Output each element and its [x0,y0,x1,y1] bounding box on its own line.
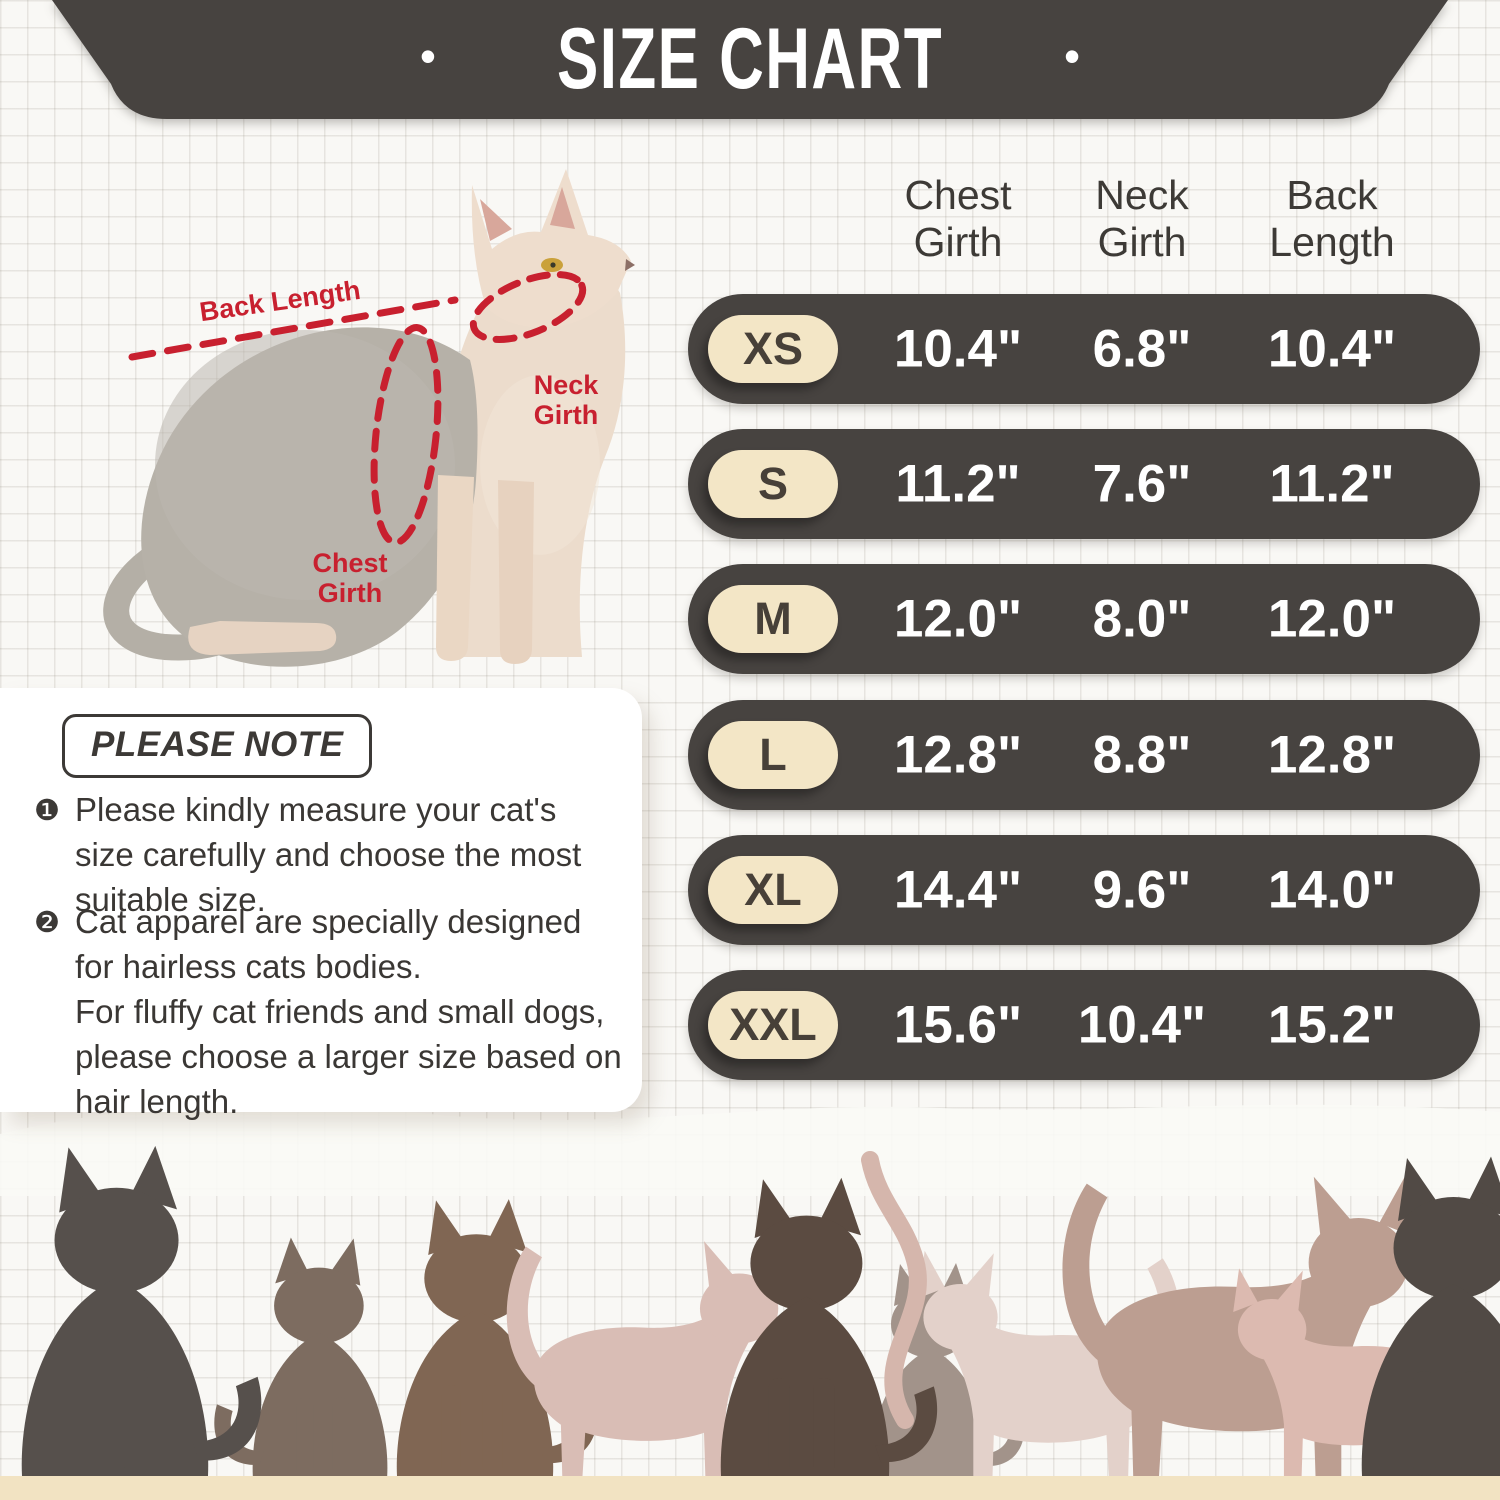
column-header-neck-girth: Neck Girth [1095,172,1189,265]
neck-girth-value: 8.0" [1092,589,1192,649]
back-length-value: 12.0" [1267,589,1397,649]
size-badge: XL [708,856,838,924]
paper-wave-decoration [0,1104,1500,1196]
size-row-l: L 12.8" 8.8" 12.8" [688,700,1480,810]
neck-girth-value: 9.6" [1092,860,1192,920]
please-note-card: PLEASE NOTE ❶ Please kindly measure your… [0,688,642,1120]
chest-girth-value: 10.4" [893,319,1023,379]
chest-girth-annotation: Chest Girth [312,548,388,609]
size-badge: XXL [708,991,838,1059]
page-title: SIZE CHART [557,10,943,107]
note-item: ❶ Please kindly measure your cat's size … [34,788,612,923]
title-dot-left: • [419,30,436,82]
note-item: ❷ Cat apparel are specially designed for… [34,900,622,1124]
size-row-xs: XS 10.4" 6.8" 10.4" [688,294,1480,404]
size-row-xxl: XXL 15.6" 10.4" 15.2" [688,970,1480,1080]
neck-girth-value: 7.6" [1092,454,1192,514]
note-number-icon: ❶ [34,795,60,827]
size-row-m: M 12.0" 8.0" 12.0" [688,564,1480,674]
size-badge: S [708,450,838,518]
neck-girth-value: 8.8" [1092,725,1192,785]
chest-girth-value: 11.2" [895,454,1021,514]
back-length-value: 12.8" [1267,725,1397,785]
chest-girth-value: 12.8" [893,725,1023,785]
title-dot-right: • [1064,30,1081,82]
column-header-back-length: Back Length [1269,172,1395,265]
please-note-badge: PLEASE NOTE [62,714,373,778]
back-length-value: 15.2" [1267,995,1397,1055]
back-length-value: 14.0" [1267,860,1397,920]
column-header-chest-girth: Chest Girth [904,172,1012,265]
note-text: Please kindly measure your cat's size ca… [75,791,582,918]
header-banner [52,0,1448,119]
size-badge: XS [708,315,838,383]
size-badge: M [708,585,838,653]
chest-girth-value: 15.6" [893,995,1023,1055]
size-row-s: S 11.2" 7.6" 11.2" [688,429,1480,539]
neck-girth-annotation: Neck Girth [533,370,599,431]
sphynx-cats-photo-strip [21,1145,1500,1476]
note-text: Cat apparel are specially designed for h… [75,903,622,1120]
title-bar: • SIZE CHART • [0,0,1500,118]
bottom-accent-strip [0,1476,1500,1500]
note-number-icon: ❷ [34,907,60,939]
back-length-value: 11.2" [1269,454,1395,514]
sphynx-cat-measurement-photo [103,169,635,667]
chest-girth-value: 14.4" [893,860,1023,920]
size-badge: L [708,721,838,789]
size-row-xl: XL 14.4" 9.6" 14.0" [688,835,1480,945]
neck-girth-value: 10.4" [1077,995,1207,1055]
neck-girth-value: 6.8" [1092,319,1192,379]
chest-girth-value: 12.0" [893,589,1023,649]
back-length-value: 10.4" [1267,319,1397,379]
